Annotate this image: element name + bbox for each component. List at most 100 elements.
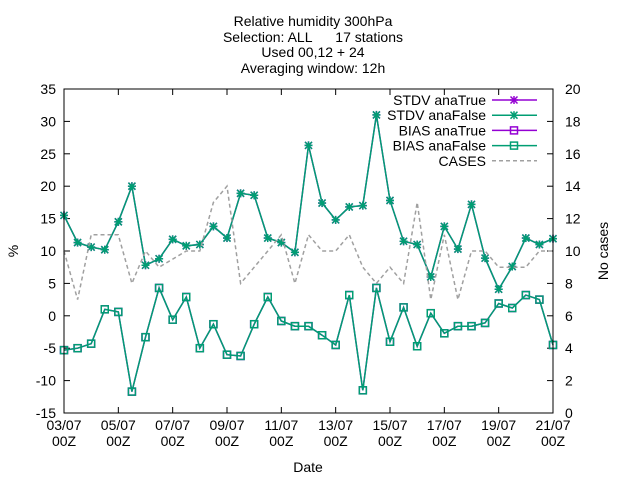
- y-axis-label: %: [5, 245, 21, 257]
- x-marker: [222, 234, 232, 243]
- x-tick-label-time: 00Z: [487, 433, 512, 449]
- x-tick-label-time: 00Z: [161, 433, 186, 449]
- y-tick-label: 0: [48, 308, 56, 324]
- title-line-1: Relative humidity 300hPa: [234, 13, 393, 29]
- square-marker: [209, 319, 218, 329]
- x-tick-label-date: 03/07: [46, 417, 81, 433]
- x-tick-label-date: 11/07: [264, 417, 298, 433]
- series-layer: [59, 110, 558, 396]
- chart-title: Relative humidity 300hPa Selection: ALL …: [223, 13, 403, 76]
- x-tick-label-date: 09/07: [209, 417, 244, 433]
- y-tick-label: 20: [40, 178, 56, 194]
- x-tick-label-time: 00Z: [106, 433, 131, 449]
- y2-tick-label: 12: [565, 211, 581, 227]
- x-marker: [494, 285, 503, 294]
- y2-tick-label: 20: [565, 81, 581, 97]
- x-marker: [358, 201, 367, 210]
- y-tick-label: 25: [40, 146, 56, 162]
- y2-tick-label: 4: [565, 340, 573, 356]
- x-tick-label-time: 00Z: [215, 433, 240, 449]
- series-line: [63, 285, 554, 392]
- x-axis-label: Date: [293, 459, 323, 475]
- y-tick-label: 15: [40, 211, 56, 227]
- square-marker: [467, 321, 476, 331]
- x-marker: [195, 240, 204, 249]
- x-tick-label-date: 21/07: [535, 417, 570, 433]
- square-marker: [154, 283, 164, 293]
- series-bias-anafalse: [59, 283, 558, 396]
- x-tick-label-time: 00Z: [541, 433, 566, 449]
- x-tick-label-time: 00Z: [324, 433, 349, 449]
- x-marker: [331, 215, 340, 224]
- x-marker: [481, 254, 490, 263]
- y2-tick-label: 14: [565, 178, 581, 194]
- x-tick-label-time: 00Z: [378, 433, 403, 449]
- x-marker: [73, 238, 82, 247]
- x-marker: [318, 199, 327, 208]
- y2-tick-label: 10: [565, 243, 581, 259]
- series-cases: [63, 184, 553, 300]
- x-marker: [127, 182, 136, 191]
- square-marker: [509, 126, 519, 135]
- x-tick-label-date: 07/07: [155, 417, 190, 433]
- y2-tick-label: 8: [565, 275, 573, 291]
- x-marker: [372, 110, 381, 119]
- title-line-2: Selection: ALL 17 stations: [223, 29, 403, 45]
- square-marker: [114, 307, 123, 317]
- square-marker: [521, 290, 531, 300]
- x-tick-label-date: 15/07: [372, 417, 407, 433]
- x-marker: [182, 241, 191, 250]
- x-marker: [399, 237, 408, 246]
- x-marker: [263, 234, 272, 243]
- square-marker: [317, 330, 327, 340]
- square-marker: [141, 332, 150, 342]
- square-marker: [494, 299, 503, 308]
- x-marker: [521, 234, 530, 243]
- y-tick-label: -15: [36, 405, 56, 421]
- square-marker: [73, 343, 82, 353]
- series-line: [63, 184, 553, 300]
- square-marker: [182, 292, 191, 302]
- square-marker: [453, 321, 463, 331]
- x-marker: [236, 189, 245, 198]
- square-marker: [222, 350, 232, 359]
- square-marker: [249, 319, 259, 329]
- square-marker: [277, 316, 286, 326]
- x-marker: [385, 196, 395, 205]
- x-marker: [453, 245, 462, 254]
- y-tick-label: -5: [44, 340, 57, 356]
- square-marker: [508, 303, 517, 313]
- x-tick-label-time: 00Z: [52, 433, 77, 449]
- square-marker: [168, 315, 177, 324]
- x-marker: [509, 111, 519, 120]
- square-marker: [399, 303, 408, 312]
- y2-tick-label: 2: [565, 373, 573, 389]
- square-marker: [195, 343, 205, 353]
- square-marker: [509, 141, 519, 150]
- title-line-4: Averaging window: 12h: [241, 60, 386, 76]
- y-tick-label: 35: [40, 81, 56, 97]
- y-tick-label: -10: [36, 373, 56, 389]
- square-marker: [263, 292, 272, 302]
- square-marker: [331, 340, 340, 350]
- x-marker: [250, 191, 259, 200]
- x-marker: [290, 248, 299, 257]
- y-tick-label: 30: [40, 113, 56, 129]
- square-marker: [372, 283, 381, 293]
- x-tick-label-date: 05/07: [101, 417, 136, 433]
- square-marker: [304, 321, 313, 331]
- square-marker: [535, 295, 544, 304]
- x-marker: [209, 222, 218, 231]
- plot-frame: [63, 88, 554, 414]
- x-marker: [141, 261, 150, 270]
- square-marker: [290, 321, 300, 331]
- x-marker: [508, 262, 517, 271]
- square-marker: [100, 305, 109, 314]
- x-tick-label-date: 17/07: [427, 417, 462, 433]
- square-marker: [86, 339, 96, 348]
- x-marker: [345, 202, 354, 211]
- x-marker: [467, 200, 476, 209]
- square-marker: [426, 308, 435, 318]
